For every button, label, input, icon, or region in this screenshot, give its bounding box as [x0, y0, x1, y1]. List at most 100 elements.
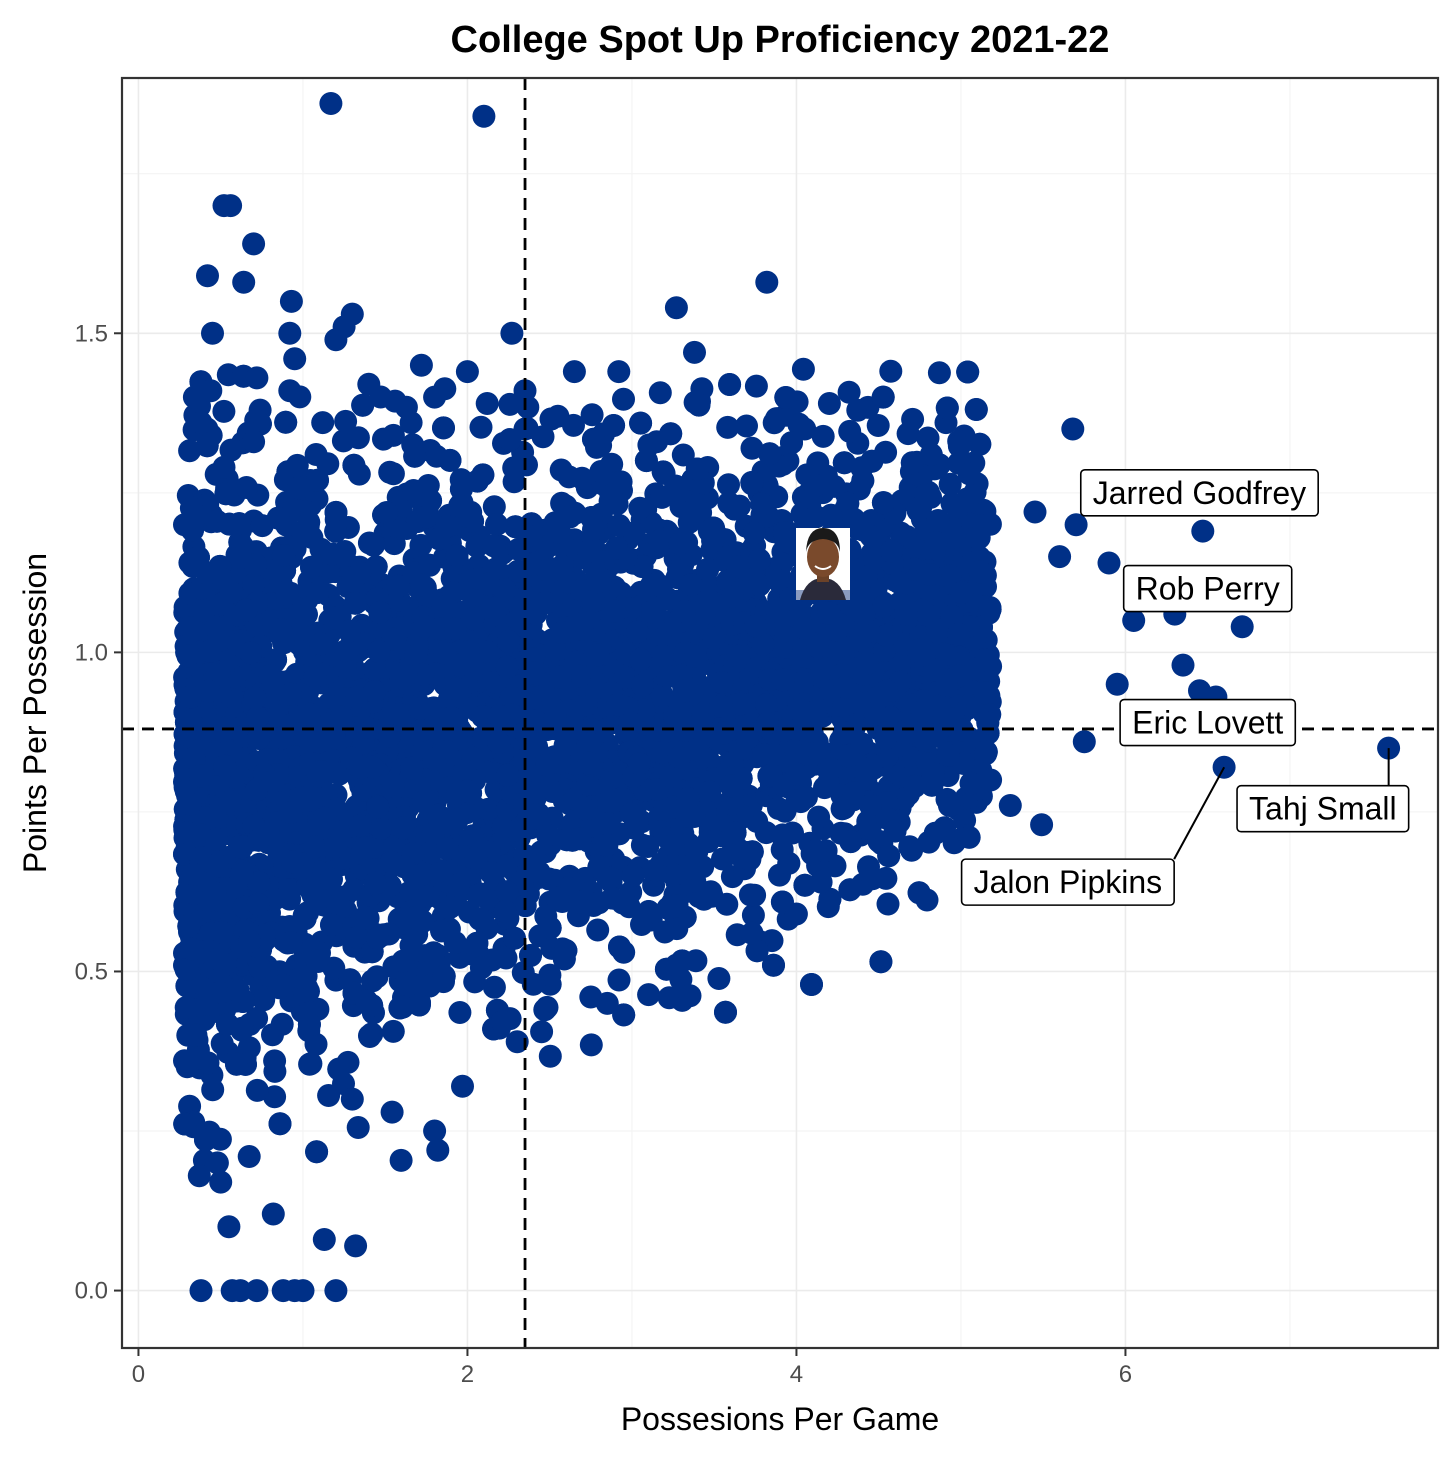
data-point: [750, 493, 773, 516]
data-point: [360, 1022, 383, 1045]
data-point: [439, 449, 462, 472]
data-point: [252, 988, 275, 1011]
data-point: [446, 808, 469, 831]
data-point: [195, 993, 218, 1016]
data-point: [698, 781, 721, 804]
data-point: [269, 618, 292, 641]
data-point: [313, 807, 336, 830]
data-point: [382, 773, 405, 796]
data-point: [470, 416, 493, 439]
data-point: [321, 543, 344, 566]
data-point: [448, 1001, 471, 1024]
data-point: [581, 590, 604, 613]
data-point: [636, 835, 659, 858]
data-point: [861, 867, 884, 890]
data-point: [744, 614, 767, 637]
chart-title: College Spot Up Proficiency 2021-22: [451, 19, 1110, 61]
data-point: [381, 1101, 404, 1124]
data-point: [620, 802, 643, 825]
data-point: [327, 1058, 350, 1081]
data-point: [483, 534, 506, 557]
data-point: [846, 399, 869, 422]
data-point: [551, 621, 574, 644]
data-point: [263, 1060, 286, 1083]
data-point: [509, 820, 532, 843]
data-point: [212, 400, 235, 423]
data-point: [927, 509, 950, 532]
data-point: [716, 416, 739, 439]
data-point: [756, 712, 779, 735]
data-point: [463, 970, 486, 993]
data-point: [227, 980, 250, 1003]
data-point: [833, 721, 856, 744]
data-point: [432, 416, 455, 439]
data-point: [573, 797, 596, 820]
data-point: [602, 414, 625, 437]
data-point: [276, 583, 299, 606]
data-point: [176, 958, 199, 981]
data-point: [310, 760, 333, 783]
data-point: [777, 852, 800, 875]
data-point: [936, 397, 959, 420]
data-point: [800, 973, 823, 996]
data-point: [530, 1020, 553, 1043]
data-point: [445, 678, 468, 701]
data-point: [382, 1020, 405, 1043]
data-point: [586, 919, 609, 942]
data-point: [539, 916, 562, 939]
data-point: [968, 433, 991, 456]
data-point: [216, 1013, 239, 1036]
data-point: [867, 414, 890, 437]
data-point: [433, 642, 456, 665]
data-point: [465, 847, 488, 870]
data-point: [807, 806, 830, 829]
data-point: [230, 863, 253, 886]
data-point: [839, 830, 862, 853]
data-point: [569, 827, 592, 850]
data-point: [608, 969, 631, 992]
data-point: [838, 420, 861, 443]
data-point: [274, 411, 297, 434]
data-point: [714, 1001, 737, 1024]
data-point: [465, 932, 488, 955]
data-point: [190, 764, 213, 787]
data-point: [395, 396, 418, 419]
data-point: [351, 394, 374, 417]
data-point: [582, 428, 605, 451]
data-point: [879, 360, 902, 383]
data-point: [696, 558, 719, 581]
data-point: [649, 381, 672, 404]
data-point: [956, 361, 979, 384]
data-point: [596, 867, 619, 890]
data-point: [723, 498, 746, 521]
data-point: [317, 1084, 340, 1107]
data-point: [791, 671, 814, 694]
data-point: [979, 598, 1002, 621]
data-point: [220, 581, 243, 604]
data-point: [306, 581, 329, 604]
data-point: [965, 398, 988, 421]
data-point: [306, 949, 329, 972]
data-point: [924, 822, 947, 845]
data-point: [334, 410, 357, 433]
data-point: [433, 965, 456, 988]
data-point: [960, 772, 983, 795]
data-point: [235, 599, 258, 622]
data-point: [975, 649, 998, 672]
data-point: [872, 386, 895, 409]
data-point: [877, 893, 900, 916]
data-point: [177, 644, 200, 667]
data-point: [304, 665, 327, 688]
data-point: [228, 512, 251, 535]
data-point: [928, 361, 951, 384]
data-point: [945, 525, 968, 548]
data-point: [342, 454, 365, 477]
data-point: [503, 470, 526, 493]
data-point: [246, 1079, 269, 1102]
data-point: [201, 1078, 224, 1101]
data-point: [495, 880, 518, 903]
data-point: [539, 1045, 562, 1068]
data-point: [454, 759, 477, 782]
data-point: [637, 983, 660, 1006]
